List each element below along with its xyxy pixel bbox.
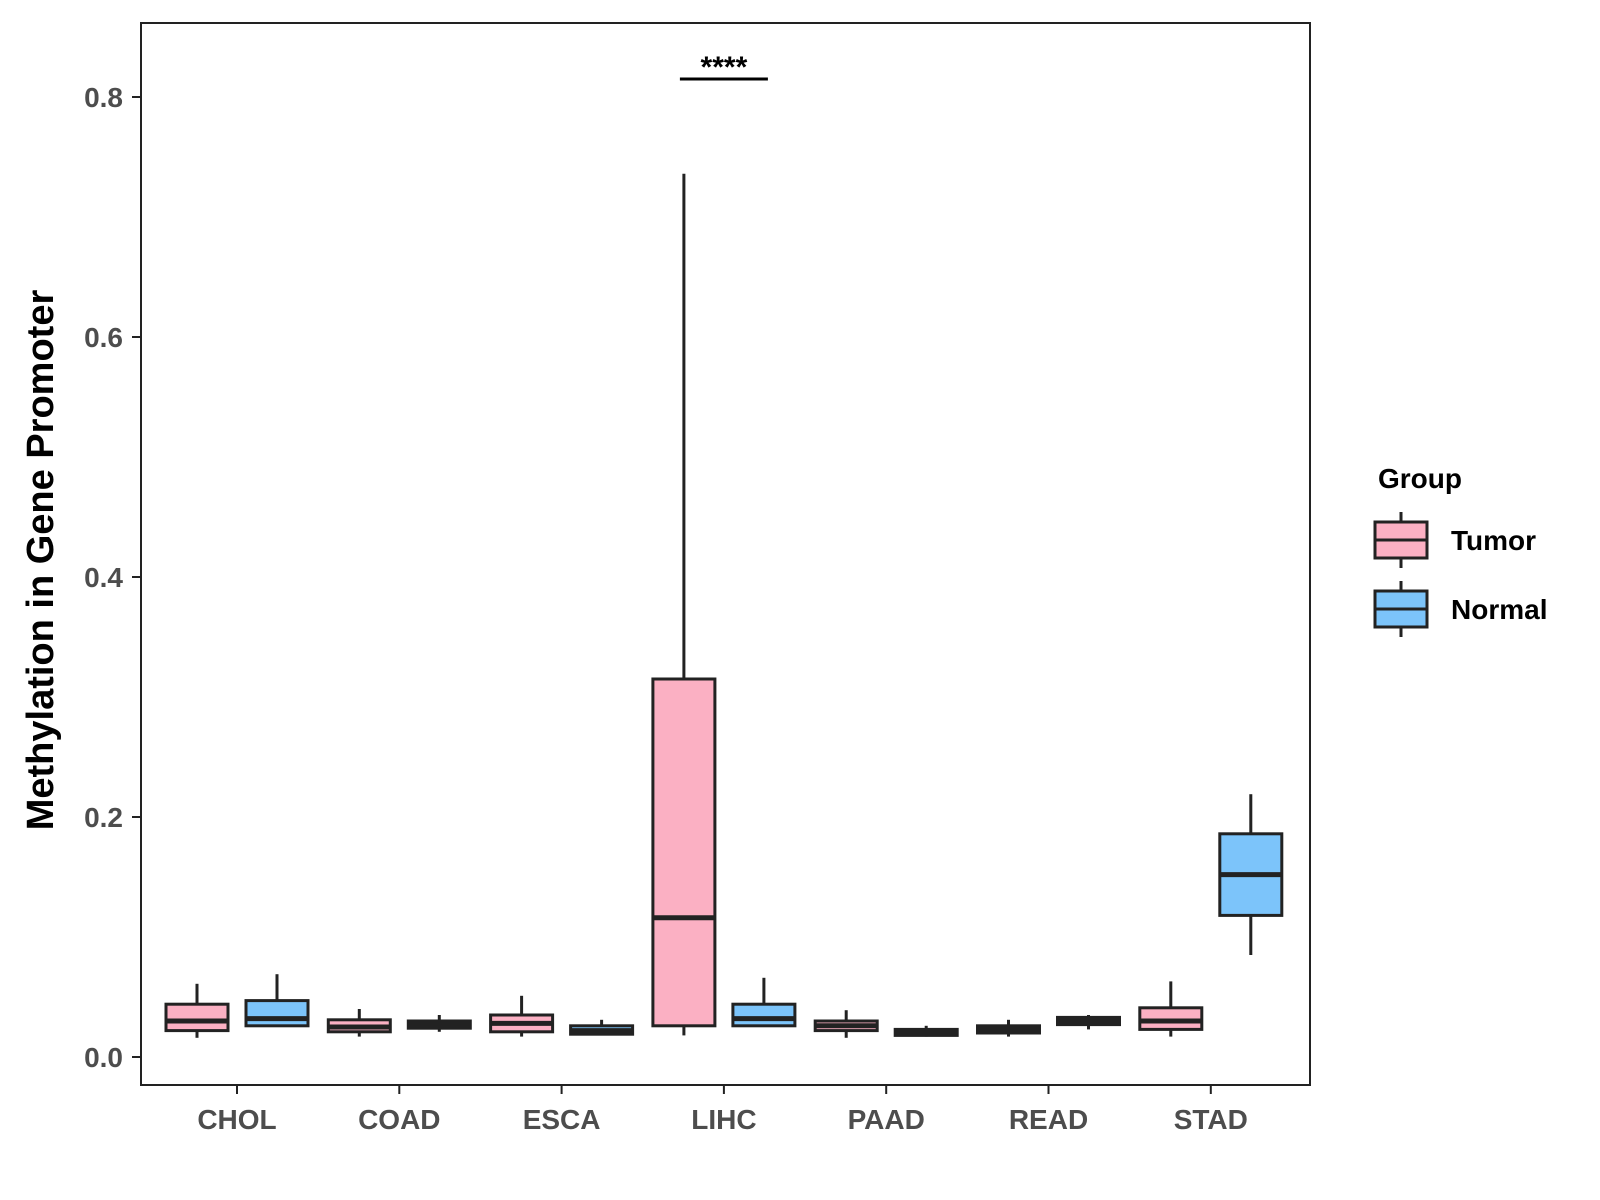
x-tick-label: ESCA	[523, 1104, 601, 1135]
box-tumor-chol	[164, 983, 230, 1038]
box-body	[164, 1002, 230, 1033]
significance-label: ****	[701, 51, 748, 84]
box-normal-chol	[244, 974, 310, 1028]
legend: Group Tumor Normal	[1373, 463, 1547, 637]
legend-item-normal: Normal	[1373, 581, 1547, 637]
legend-label: Tumor	[1451, 525, 1536, 556]
x-tick-label: COAD	[358, 1104, 440, 1135]
y-axis-title: Methylation in Gene Promoter	[20, 290, 62, 831]
x-tick-label: READ	[1009, 1104, 1088, 1135]
legend-label: Normal	[1451, 594, 1547, 625]
box-series	[164, 173, 1284, 1038]
box-normal-esca	[569, 1019, 635, 1036]
x-tick-label: STAD	[1174, 1104, 1248, 1135]
box-normal-stad	[1218, 794, 1284, 955]
y-axis: 0.0 0.2 0.4 0.6 0.8	[84, 82, 141, 1073]
y-tick-label: 0.6	[84, 322, 123, 353]
box-normal-coad	[406, 1015, 472, 1032]
box-tumor-esca	[489, 995, 555, 1037]
box-tumor-paad	[813, 1010, 879, 1038]
box-normal-lihc	[731, 977, 797, 1028]
legend-title: Group	[1378, 463, 1462, 494]
legend-item-tumor: Tumor	[1373, 512, 1536, 568]
significance-annotations: ****	[679, 51, 768, 84]
box-normal-read	[1056, 1015, 1121, 1030]
box-tumor-coad	[326, 1009, 392, 1037]
y-tick-label: 0.0	[84, 1042, 123, 1073]
y-tick-label: 0.4	[84, 562, 123, 593]
x-tick-label: PAAD	[848, 1104, 925, 1135]
box-tumor-lihc	[651, 173, 717, 1036]
box-body	[244, 999, 310, 1028]
x-axis: CHOL COAD ESCA LIHC PAAD READ STAD	[197, 1085, 1248, 1135]
plot-panel	[140, 22, 1311, 1086]
box-normal-paad	[893, 1025, 959, 1037]
box-body	[731, 1002, 797, 1028]
box-body	[651, 677, 717, 1028]
x-tick-label: LIHC	[691, 1104, 756, 1135]
y-tick-label: 0.2	[84, 802, 123, 833]
box-tumor-read	[976, 1019, 1041, 1037]
box-tumor-stad	[1138, 981, 1204, 1037]
y-tick-label: 0.8	[84, 82, 123, 113]
x-tick-label: CHOL	[197, 1104, 276, 1135]
